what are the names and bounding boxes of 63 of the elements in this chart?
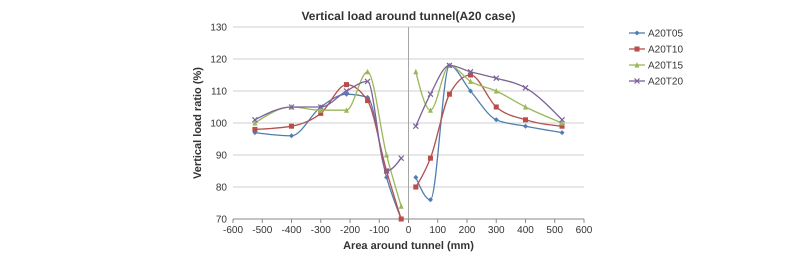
point: [558, 116, 566, 123]
point: [344, 107, 349, 113]
point: [522, 84, 529, 91]
point: [428, 107, 433, 113]
point: [428, 156, 433, 161]
x-tick-label: 400: [517, 225, 534, 236]
point: [413, 68, 418, 74]
x-tick-label: 100: [429, 225, 447, 236]
point: [428, 197, 433, 202]
y-tick-label: 110: [211, 86, 228, 98]
point: [384, 152, 390, 158]
y-tick-label: 70: [216, 214, 228, 226]
legend-label: A20T05: [648, 28, 684, 40]
x-tick-label: 300: [488, 225, 506, 236]
point: [523, 104, 528, 110]
x-tick-label: -400: [281, 225, 302, 236]
point: [494, 88, 499, 94]
y-axis-title: Vertical load ratio (%): [192, 66, 204, 179]
point: [398, 155, 404, 162]
point: [467, 68, 474, 75]
y-tick-label: 80: [216, 182, 228, 194]
x-tick-label: 200: [458, 225, 476, 236]
legend-label: A20T20: [648, 76, 684, 88]
x-tick-label: 600: [576, 225, 593, 236]
point: [343, 88, 350, 94]
x-tick-label: -200: [340, 225, 360, 236]
chart-title: Vertical load around tunnel(A20 case): [301, 9, 516, 23]
x-tick-label: -500: [252, 225, 273, 236]
point: [494, 104, 499, 110]
legend-label: A20T15: [648, 60, 684, 72]
point: [493, 75, 500, 82]
point: [494, 117, 499, 122]
point: [365, 98, 370, 104]
y-tick-label: 130: [210, 22, 228, 34]
y-tick-label: 90: [216, 150, 228, 162]
x-tick-label: 500: [546, 225, 564, 236]
point: [289, 133, 294, 138]
point: [364, 78, 371, 84]
point: [398, 203, 404, 209]
y-tick-label: 120: [210, 54, 228, 66]
point: [252, 126, 258, 132]
x-tick-label: 0: [406, 225, 412, 236]
x-tick-label: -600: [222, 225, 244, 236]
point: [560, 130, 565, 136]
point: [289, 124, 294, 129]
point: [412, 123, 419, 130]
point: [523, 117, 528, 122]
point: [252, 120, 258, 126]
point: [446, 92, 452, 97]
point: [468, 88, 474, 94]
point: [427, 91, 434, 98]
x-axis-title: Area around tunnel (mm): [343, 240, 474, 252]
y-tick-label: 100: [210, 118, 228, 130]
legend-label: A20T10: [648, 44, 684, 56]
point: [560, 120, 565, 126]
point: [413, 184, 418, 190]
point: [468, 78, 474, 84]
x-tick-label: -100: [369, 225, 390, 236]
point: [344, 82, 349, 88]
point: [413, 174, 418, 180]
x-tick-label: -300: [310, 225, 332, 236]
point: [523, 124, 528, 129]
point: [252, 116, 258, 123]
